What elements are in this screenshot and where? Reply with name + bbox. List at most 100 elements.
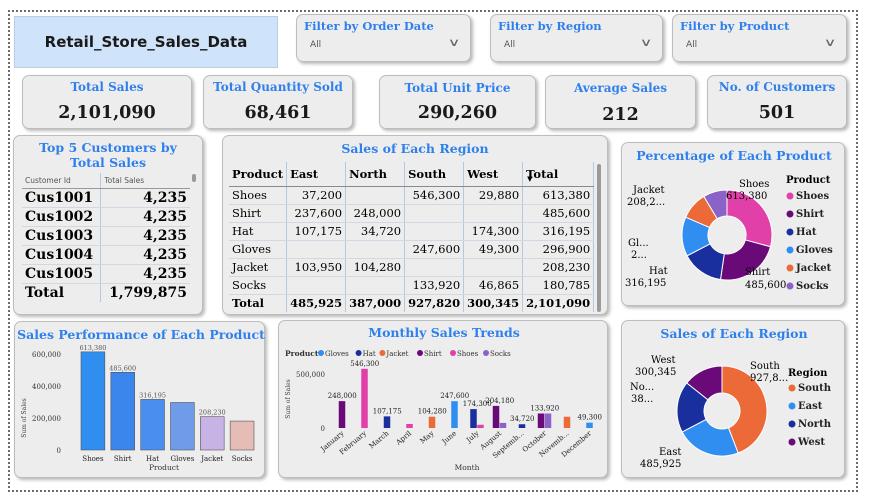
bar-october-socks[interactable] [544,413,552,428]
kpi-label: Total Sales [70,80,144,94]
order-date-filter[interactable]: Filter by Order Date All ∨ [296,14,471,62]
legend-item-socks[interactable]: Socks [490,350,511,358]
chevron-down-icon[interactable]: ∨ [823,36,837,49]
legend-item-north[interactable]: North [798,419,832,430]
value-cell: 613,380 [522,186,595,205]
data-label: 247,600 [440,392,469,400]
bar-august-socks[interactable] [499,422,507,428]
x-tick-label: Hat [146,455,159,463]
column-header[interactable]: South [404,162,465,187]
total-sales-cell: 4,235 [100,245,190,265]
legend-item-shirt[interactable]: Shirt [796,209,825,220]
slice-label-shoes: Shoes [739,179,769,190]
slice-label-south: South [750,361,780,372]
bar-may-jacket[interactable] [428,416,436,428]
total-value-cell: 1,799,875 [100,282,190,302]
sort-desc-icon[interactable]: ▼ [527,175,533,183]
y-tick-label: 400,000 [32,383,61,391]
slice-label-hat: Hat [649,266,668,277]
kpi-label: Total Quantity Sold [213,80,343,94]
bar-septemb-hat[interactable] [518,424,526,428]
dashboard-title-box: Retail_Store_Sales_Data [14,16,278,68]
x-axis-label: Product [149,463,179,472]
chart-title: Sales Performance of Each Product [17,327,265,342]
slice-value-north: 38... [631,394,653,405]
pie-slice-west[interactable] [686,365,723,401]
product-filter-label: Filter by Product [680,19,790,33]
kpi-label: Average Sales [573,81,668,95]
legend-item-west[interactable]: West [797,437,825,448]
legend-item-shoes[interactable]: Shoes [457,350,479,358]
chevron-down-icon[interactable]: ∨ [639,36,653,49]
pie-slice-shoes[interactable] [726,189,773,248]
legend-marker-gloves [786,246,794,254]
bar-july-hat[interactable] [470,409,477,428]
kpi-number-of-customers: No. of Customers 501 [707,75,847,129]
value-cell: 180,785 [522,276,595,295]
legend-item-hat[interactable]: Hat [796,227,817,238]
pie-slice-socks[interactable] [703,189,728,220]
total-column-label: Total [526,166,559,181]
bar-shoes[interactable] [80,351,106,451]
value-cell: 485,925 [286,293,347,312]
table-row: Cus1002 4,235 [22,207,190,227]
legend-item-east[interactable]: East [798,401,823,412]
bar-shirt[interactable] [110,372,135,451]
region-sales-card: Sales of Each Region West 300,345 No... … [621,320,845,478]
top-customers-card: Top 5 Customers by Total Sales Customer … [13,135,203,315]
legend-title: Product [285,349,319,358]
legend-item-shirt[interactable]: Shirt [424,350,442,358]
product-filter[interactable]: Filter by Product All ∨ [672,14,847,62]
bar-march-hat[interactable] [383,416,391,428]
legend-item-shoes[interactable]: Shoes [796,191,830,202]
legend-item-hat[interactable]: Hat [363,350,376,358]
value-cell: 248,000 [345,204,406,223]
legend-item-socks[interactable]: Socks [796,281,829,292]
legend-item-jacket[interactable]: Jacket [385,350,408,358]
bar-january-shirt[interactable] [338,401,346,428]
bar-february-shoes[interactable] [361,368,368,428]
legend-item-gloves[interactable]: Gloves [796,245,833,256]
data-label: 104,280 [418,408,447,416]
bar-april-shoes[interactable] [406,423,413,428]
bar-august-shirt[interactable] [492,405,500,428]
bar-jacket[interactable] [200,416,225,451]
slice-value-gloves: 2... [631,250,647,261]
column-header[interactable]: Total Sales [100,173,190,189]
data-label: 316,195 [139,391,166,399]
legend-marker-jacket [379,350,386,356]
slice-label-west: West [651,355,676,366]
column-header[interactable]: Customer Id [22,173,102,189]
bar-july-shoes[interactable] [477,424,484,428]
value-cell [404,222,465,241]
bar-june-gloves[interactable] [451,401,458,428]
value-cell: 29,880 [463,186,524,205]
vertical-scrollbar[interactable] [597,164,601,312]
bar-socks[interactable] [229,420,255,451]
legend-marker-west [788,438,796,446]
value-cell [345,240,406,259]
bar-novemb-jacket[interactable] [563,416,571,428]
column-header[interactable]: Product [229,162,288,187]
bar-gloves[interactable] [170,402,195,451]
legend-item-south[interactable]: South [798,383,832,394]
value-cell: 46,865 [463,276,524,295]
bar-october-shirt[interactable] [537,413,545,428]
pie-slice-south[interactable] [721,365,768,454]
value-cell: 103,950 [286,258,347,277]
vertical-scrollbar[interactable] [192,174,196,182]
y-tick-label: 0 [57,447,61,455]
table-row: Jacket 103,950 104,280 208,230 [229,258,595,277]
column-header[interactable]: West [463,162,524,187]
region-filter[interactable]: Filter by Region All ∨ [490,14,663,62]
legend-item-jacket[interactable]: Jacket [795,263,832,274]
legend-item-gloves[interactable]: Gloves [325,350,349,358]
column-header[interactable]: North [345,162,406,187]
bar-december-gloves[interactable] [586,422,593,428]
chevron-down-icon[interactable]: ∨ [447,36,461,49]
bar-hat[interactable] [140,399,165,451]
column-header[interactable]: East [286,162,347,187]
table-row: Cus1001 4,235 [22,188,190,208]
order-date-filter-label: Filter by Order Date [304,19,434,33]
column-header[interactable]: Total ▼ [522,162,595,187]
